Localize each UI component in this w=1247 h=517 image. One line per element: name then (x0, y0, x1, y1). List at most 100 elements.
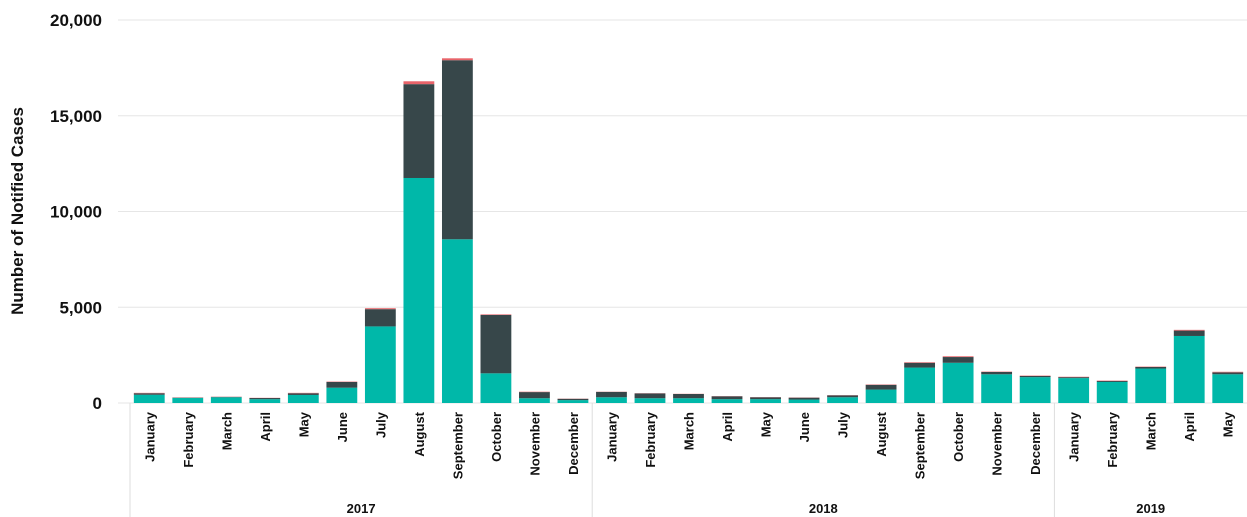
y-axis-title: Number of Notified Cases (8, 107, 27, 315)
bar-segment-middle (249, 398, 281, 400)
bar-segment-middle (981, 371, 1013, 375)
bar-segment-top (441, 58, 473, 61)
x-tick-label: February (181, 411, 196, 467)
bar-segment-bottom (1058, 378, 1090, 403)
bar-segment-bottom (403, 177, 435, 403)
bar-segment-bottom (480, 373, 512, 403)
bar-segment-middle (1058, 377, 1090, 379)
y-axis-ticks: 0 5,000 10,000 15,000 20,000 (50, 11, 102, 413)
bar-segment-bottom (1019, 377, 1051, 403)
bar-segment-middle (364, 309, 396, 327)
bar-segment-middle (480, 314, 512, 374)
bar-segment-bottom (1135, 368, 1167, 403)
bar-segment-bottom (634, 398, 666, 403)
bar-segment-top (1212, 371, 1244, 373)
bar-segment-middle (711, 396, 743, 400)
bar-segment-bottom (596, 397, 627, 403)
year-group-label: 2018 (809, 501, 838, 516)
x-tick-label: February (1105, 411, 1120, 467)
x-tick-label: December (566, 412, 581, 475)
x-tick-label: April (258, 412, 273, 442)
bar-segment-bottom (172, 398, 204, 403)
bar-segment-bottom (865, 389, 897, 403)
x-axis-year-groups: 2017 2018 2019 (129, 403, 1165, 517)
y-tick-label: 15,000 (50, 107, 102, 126)
bar-segment-top (904, 362, 936, 363)
bar-segment-middle (596, 391, 627, 398)
bar-segment-middle (1096, 380, 1128, 382)
y-tick-label: 0 (93, 394, 102, 413)
bar-segment-bottom (364, 326, 396, 403)
bar-segment-bottom (981, 374, 1013, 403)
bar-segment-middle (287, 393, 319, 395)
bar-segment-bottom (1212, 374, 1244, 403)
bar-segment-bottom (827, 397, 858, 403)
bar-segment-bottom (1173, 335, 1205, 403)
bar-segment-middle (326, 381, 358, 388)
bar-segment-middle (788, 397, 820, 400)
bar-segment-bottom (788, 399, 820, 403)
x-tick-label: June (335, 412, 350, 442)
bar-segment-middle (1135, 366, 1167, 369)
bar-segment-middle (750, 397, 781, 400)
bar-segment-bottom (904, 367, 936, 403)
bar-segment-bottom (287, 394, 319, 403)
bar-segment-middle (904, 362, 936, 368)
x-tick-label: April (720, 412, 735, 442)
bar-segment-middle (827, 395, 858, 398)
bar-segment-bottom (441, 239, 473, 403)
bar-segment-bottom (1096, 381, 1128, 403)
bar-segment-middle (942, 357, 974, 363)
y-tick-label: 20,000 (50, 11, 102, 30)
x-tick-label: February (643, 411, 658, 467)
bar-segment-middle (865, 384, 897, 390)
x-tick-label: November (527, 412, 542, 476)
x-tick-label: October (951, 412, 966, 462)
bar-segment-top (364, 308, 396, 310)
x-tick-label: November (990, 412, 1005, 476)
x-tick-label: May (1221, 411, 1236, 437)
bar-segment-bottom (326, 387, 358, 403)
x-tick-label: September (913, 412, 928, 479)
bar-segment-middle (1019, 375, 1051, 378)
x-tick-label: August (412, 411, 427, 456)
bar-segment-middle (519, 392, 550, 399)
x-tick-label: January (1067, 411, 1082, 462)
x-tick-label: March (682, 412, 697, 450)
x-axis-month-labels: January February March April May June July Augu… (142, 411, 1235, 479)
bar-segment-middle (673, 393, 704, 399)
x-tick-label: January (142, 411, 157, 462)
bar-segment-middle (403, 84, 435, 178)
year-group-label: 2017 (347, 501, 376, 516)
x-tick-label: May (759, 411, 774, 437)
y-tick-label: 10,000 (50, 203, 102, 222)
x-tick-label: April (1182, 412, 1197, 442)
bar-segment-top (1173, 329, 1205, 331)
bar-segment-middle (1212, 372, 1244, 375)
y-tick-label: 5,000 (59, 298, 102, 317)
x-tick-label: June (797, 412, 812, 442)
x-tick-label: September (450, 412, 465, 479)
x-tick-label: May (296, 411, 311, 437)
bar-segment-bottom (557, 400, 589, 403)
bar-segment-bottom (519, 398, 550, 403)
bars (133, 58, 1244, 403)
bar-segment-middle (634, 393, 666, 399)
bar-segment-bottom (133, 394, 165, 403)
bar-segment-top (403, 81, 435, 85)
gridlines (118, 19, 1247, 404)
bar-segment-bottom (942, 362, 974, 403)
x-tick-label: December (1028, 412, 1043, 475)
bar-segment-bottom (673, 398, 704, 403)
bar-segment-top (942, 356, 974, 358)
x-tick-label: March (1144, 412, 1159, 450)
bar-segment-middle (441, 60, 473, 240)
x-tick-label: January (604, 411, 619, 462)
bar-segment-middle (133, 393, 165, 395)
x-tick-label: July (373, 411, 388, 438)
bar-segment-bottom (210, 397, 242, 403)
x-tick-label: March (219, 412, 234, 450)
x-tick-label: August (874, 411, 889, 456)
x-tick-label: July (836, 411, 851, 438)
